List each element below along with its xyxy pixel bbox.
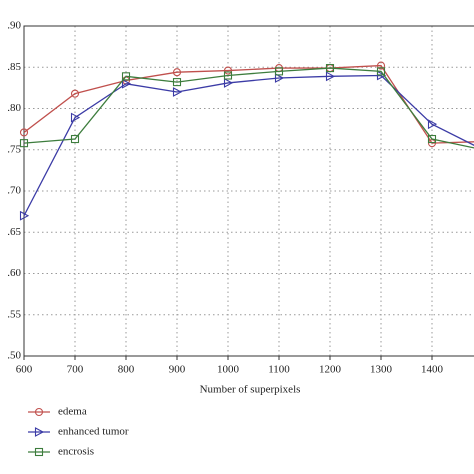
data-point	[325, 64, 335, 73]
series-line	[23, 74, 474, 217]
data-point	[121, 78, 132, 89]
data-point	[274, 73, 285, 83]
x-tick-label: 700	[67, 364, 84, 376]
data-point	[70, 89, 80, 98]
data-point	[19, 210, 30, 221]
x-tick-label: 900	[169, 364, 186, 376]
x-tick-label: 1400	[421, 364, 444, 376]
data-point	[274, 67, 284, 76]
x-tick-label: 1300	[370, 364, 393, 376]
data-point	[172, 78, 182, 87]
y-tick-label: .85	[7, 61, 21, 73]
x-tick-label: 1100	[268, 364, 290, 376]
data-point	[223, 78, 234, 88]
x-tick-label: 1000	[217, 364, 240, 376]
legend-marker	[34, 407, 44, 417]
data-point	[70, 134, 80, 144]
data-point	[121, 72, 131, 81]
data-point	[172, 68, 182, 77]
data-point	[376, 67, 386, 76]
data-point	[376, 61, 386, 70]
x-axis-label: Number of superpixels	[200, 384, 301, 396]
data-point	[223, 66, 233, 75]
y-tick-label: .65	[7, 226, 21, 238]
y-tick-label: .80	[7, 102, 21, 114]
data-point	[427, 134, 437, 144]
x-tick-label: 600	[16, 364, 33, 376]
y-tick-label: .75	[7, 143, 21, 155]
data-point	[70, 112, 81, 123]
data-point	[19, 139, 29, 148]
x-tick-label: 1200	[319, 364, 342, 376]
y-tick-label: .55	[7, 308, 21, 320]
series-line	[23, 67, 474, 149]
y-tick-label: .50	[7, 350, 21, 362]
legend-label: encrosis	[58, 446, 94, 458]
data-point	[223, 71, 233, 80]
y-tick-label: .60	[7, 267, 21, 279]
legend-label: edema	[58, 406, 87, 418]
legend-marker	[34, 447, 44, 457]
legend-label: enhanced tumor	[58, 426, 129, 438]
x-tick-label: 800	[118, 364, 135, 376]
data-point	[172, 87, 183, 97]
data-point	[325, 71, 336, 82]
y-tick-label: .70	[7, 185, 21, 197]
plot-frame	[23, 25, 474, 357]
data-point	[19, 128, 29, 137]
legend-marker	[34, 427, 45, 437]
data-point	[376, 70, 387, 81]
y-tick-label: .90	[7, 20, 21, 32]
data-point	[427, 119, 438, 130]
plot-area	[19, 25, 474, 357]
